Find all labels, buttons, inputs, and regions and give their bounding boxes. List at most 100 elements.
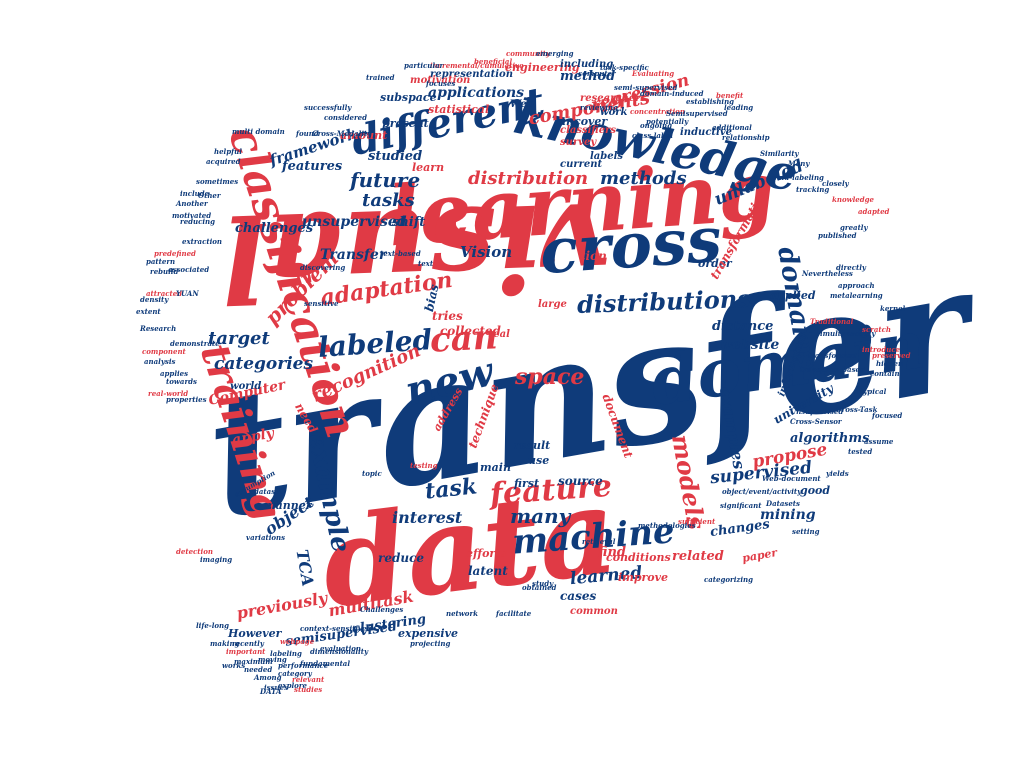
word-topic: topic	[362, 469, 382, 478]
word-incremental: incremental/cumulative	[430, 61, 524, 70]
word-yields: yields	[826, 469, 849, 478]
word-found: found	[296, 129, 319, 138]
word-issues: issues	[264, 683, 289, 692]
word-retrieval: retrieval	[582, 537, 616, 546]
word-focused: focused	[872, 411, 903, 420]
word-method: method	[560, 69, 616, 84]
word-published: published	[818, 231, 857, 240]
word-include: include	[180, 189, 210, 198]
word-tries: tries	[432, 309, 463, 323]
word-acquired: acquired	[206, 157, 241, 166]
word-work: work	[600, 107, 628, 118]
word-focuses: focuses	[426, 79, 456, 88]
word-features: features	[282, 159, 343, 174]
word-multi-domain: multi domain	[232, 127, 285, 136]
word-properties: properties	[166, 395, 207, 404]
word-datasets: Datasets	[766, 499, 800, 508]
word-class-label: class label	[632, 131, 673, 140]
word-demonstrate: demonstrate	[170, 339, 220, 348]
word-concentration: concentration	[630, 107, 685, 116]
word-website: website	[720, 337, 780, 353]
word-hidden: hidden	[876, 359, 904, 368]
word-particular: particular	[404, 61, 444, 70]
word-unsupervised: unsupervised	[302, 214, 407, 230]
word-Transfer: Transfer	[320, 247, 387, 263]
word-tested: tested	[848, 447, 873, 456]
word-collected: collected	[440, 324, 501, 338]
word-manner: manner	[264, 499, 312, 512]
word-TCA: TCA	[292, 548, 318, 588]
word-rebuild: rebuild	[150, 267, 179, 276]
word-distributions: distributions	[576, 283, 752, 320]
word-many: many	[510, 504, 571, 528]
word-latent: latent	[468, 564, 508, 578]
word-tion: tion	[580, 249, 607, 263]
word-statistical: statistical	[428, 103, 490, 116]
word-However: However	[228, 627, 282, 640]
word-engineering: engineering	[505, 61, 580, 74]
word-use: use	[528, 454, 550, 467]
word-studies: studies	[294, 685, 323, 694]
word-cross-task: Cross-Task	[836, 405, 878, 414]
word-simultaneously: simultaneously	[816, 329, 876, 338]
word-sometimes: sometimes	[196, 177, 239, 186]
word-important: important	[226, 647, 266, 656]
word-interest: interest	[392, 508, 463, 527]
word-performance: performance	[278, 661, 329, 670]
word-tracking: tracking	[796, 185, 830, 194]
word-classifiers: classifiers	[560, 125, 616, 136]
word-closely: closely	[822, 179, 849, 188]
word-space: space	[515, 364, 585, 390]
word-distribution: distribution	[468, 168, 589, 189]
word-emerging: emerging	[536, 49, 574, 58]
word-related: related	[672, 549, 724, 564]
word-target: target	[208, 328, 270, 349]
word-projecting: projecting	[410, 639, 451, 648]
word-reduce: reduce	[378, 551, 425, 565]
word-semi-supervised: semi-supervised	[614, 83, 678, 92]
word-research: Research	[140, 324, 177, 333]
word-conditions: conditions	[606, 551, 671, 564]
word-common: common	[570, 606, 618, 617]
word-cross: cross	[537, 202, 724, 289]
word-extraction: extraction	[182, 237, 222, 246]
word-previously: previously	[234, 588, 329, 623]
word-tasks: tasks	[362, 190, 415, 211]
word-Web: Web	[510, 99, 534, 110]
word-shift: shift	[392, 215, 426, 230]
word-moving: moving	[258, 655, 287, 664]
word-semisupervised-small: Semisupervised	[666, 109, 728, 118]
word-significant: significant	[720, 501, 762, 510]
word-sensitive: sensitive	[304, 299, 339, 308]
word-successfully: successfully	[304, 103, 352, 112]
word-present: present	[382, 117, 429, 130]
word-methodologies: methodologies	[638, 521, 696, 530]
word-making: making	[210, 639, 240, 648]
word-reviewing: reviewing	[580, 103, 618, 112]
word-expensive: expensive	[398, 627, 459, 640]
word-leading: leading	[724, 103, 754, 112]
word-establishing: establishing	[686, 97, 735, 106]
word-source: source	[558, 474, 603, 488]
word-evaluating: Evaluating	[632, 69, 675, 78]
word-computer-small: computer	[578, 69, 616, 78]
word-imaging: imaging	[200, 555, 233, 564]
word-pattern: pattern	[146, 257, 176, 266]
word-object-event: object/event/activity	[722, 487, 802, 496]
word-among: Among	[254, 673, 282, 682]
word-challenges: challenges	[235, 221, 314, 236]
word-transformed: transformed	[808, 351, 857, 360]
word-future: future	[350, 168, 421, 192]
word-similarity: Similarity	[760, 149, 799, 158]
word-approach: approach	[838, 281, 875, 290]
word-explore: explore	[278, 681, 307, 690]
word-works: works	[222, 661, 246, 670]
word-maximum: maximum	[234, 657, 273, 666]
word-cases: cases	[560, 589, 597, 603]
word-real-world: real-world	[148, 389, 189, 398]
word-challenges-small: Challenges	[360, 605, 404, 614]
word-discovering: discovering	[300, 263, 346, 272]
word-world: world	[230, 381, 262, 392]
word-detection: detection	[176, 547, 213, 556]
word-network: network	[446, 609, 479, 618]
